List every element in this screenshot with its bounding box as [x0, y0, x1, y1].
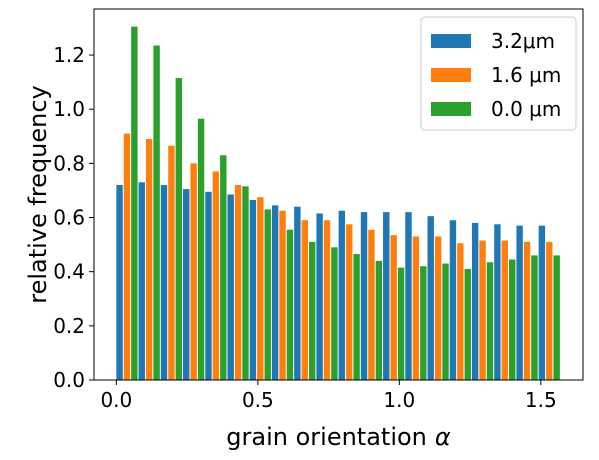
bar — [242, 186, 249, 380]
bar — [131, 26, 138, 380]
bar — [509, 259, 516, 380]
x-axis-label: grain orientation α — [226, 423, 451, 451]
bar — [190, 163, 197, 380]
legend: 3.2μm 1.6 μm 0.0 μm — [420, 16, 577, 131]
bar — [434, 236, 442, 380]
bar — [116, 185, 123, 380]
bar — [183, 189, 190, 380]
bar — [353, 254, 360, 380]
bar — [464, 268, 471, 380]
bar — [346, 224, 353, 380]
legend-swatch — [431, 68, 471, 82]
y-tick-label: 0.2 — [53, 314, 85, 338]
bar — [227, 194, 234, 380]
bar — [471, 222, 479, 380]
bar — [375, 260, 383, 380]
bar — [494, 224, 501, 380]
x-axis-label-text: grain orientation — [226, 423, 427, 451]
bar — [457, 243, 464, 380]
bar — [138, 182, 145, 380]
x-tick-label: 0.5 — [242, 388, 274, 412]
bar — [383, 212, 390, 380]
y-tick-label: 0.0 — [53, 368, 85, 392]
bar — [286, 229, 294, 380]
bar — [546, 241, 553, 380]
x-axis-label-symbol: α — [435, 423, 451, 451]
y-tick-label: 1.2 — [53, 43, 85, 67]
bar — [294, 206, 301, 380]
bar — [368, 229, 375, 380]
bar — [301, 220, 308, 380]
bar — [338, 210, 346, 380]
bar — [331, 247, 338, 380]
x-tick-label: 1.5 — [525, 388, 557, 412]
plot-frame — [93, 8, 584, 381]
bar — [397, 267, 405, 380]
bar — [538, 225, 546, 380]
bar — [123, 133, 131, 380]
bar — [160, 185, 168, 380]
bar — [279, 210, 286, 380]
bar — [316, 213, 323, 380]
y-tick-label: 0.8 — [53, 151, 85, 175]
bar — [197, 118, 205, 381]
bar — [390, 235, 397, 380]
bar — [271, 205, 279, 380]
bar — [479, 240, 486, 380]
legend-label: 3.2μm — [491, 29, 555, 53]
bar — [442, 263, 449, 380]
bar — [427, 216, 434, 380]
bar — [412, 236, 420, 380]
bar — [257, 197, 264, 380]
bar — [360, 212, 368, 380]
bar — [449, 220, 457, 380]
bar — [153, 45, 160, 381]
x-axis-ticks: 0.0 0.5 1.0 1.5 — [100, 380, 557, 412]
x-tick-label: 1.0 — [383, 388, 415, 412]
bar — [175, 78, 183, 381]
y-tick-label: 1.0 — [53, 97, 85, 121]
bar — [212, 171, 220, 380]
legend-swatch — [431, 34, 471, 48]
bar — [405, 212, 412, 380]
y-tick-label: 0.6 — [53, 206, 85, 230]
bar — [234, 185, 242, 380]
x-tick-label: 0.0 — [100, 388, 132, 412]
bar — [168, 145, 175, 380]
bar — [553, 255, 560, 380]
y-axis-ticks: 0.0 0.2 0.4 0.6 0.8 1.0 1.2 — [53, 43, 94, 392]
bar — [220, 155, 227, 380]
bar — [420, 266, 427, 380]
bar — [523, 241, 531, 380]
bar — [205, 191, 212, 380]
bars — [116, 26, 560, 381]
bar — [501, 240, 508, 380]
bar — [516, 225, 523, 380]
legend-label: 1.6 μm — [491, 63, 561, 87]
legend-swatch — [431, 102, 471, 116]
bar — [145, 138, 153, 380]
y-axis-label: relative frequency — [24, 85, 52, 304]
bar — [249, 199, 257, 380]
bar — [264, 209, 271, 380]
legend-label: 0.0 μm — [491, 97, 561, 121]
y-tick-label: 0.4 — [53, 260, 85, 284]
bar — [308, 241, 316, 380]
bar — [323, 220, 331, 380]
bar — [486, 262, 494, 380]
bar — [531, 255, 538, 380]
